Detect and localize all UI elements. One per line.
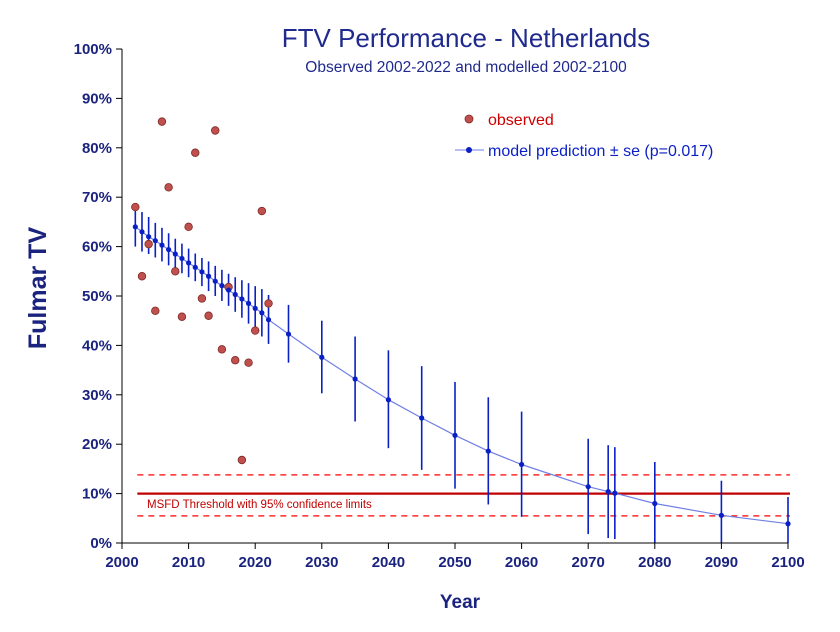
y-tick-label: 100% [74,41,112,58]
model-point [245,300,252,307]
model-point [232,291,238,298]
y-axis-label: Fulmar TV [24,227,52,350]
chart-subtitle: Observed 2002-2022 and modelled 2002-210… [305,59,627,76]
model-point [219,283,225,289]
model-curve [134,226,789,525]
observed-point [151,306,160,316]
legend: observed model prediction ± se (p=0.017) [455,112,713,160]
model-point [239,296,245,302]
model-point [612,490,618,496]
x-tick-label: 2050 [438,554,471,571]
chart-title: FTV Performance - Netherlands [282,23,650,53]
observed-point [131,202,140,212]
model-point [166,246,172,253]
observed-point [177,312,187,321]
x-tick-label: 2060 [505,554,538,571]
x-tick-labels: 2000 2010 2020 2030 2040 2050 2060 2070 2080 2090… [105,554,804,571]
x-axis-label: Year [440,592,481,613]
observed-point [137,272,147,281]
model-point [718,512,725,518]
model-point [265,317,272,323]
observed-point [164,183,173,192]
model-point [485,448,491,454]
y-tick-labels: 0% 10% 20% 30% 40% 50% 60% 70% 80% 90% 100% [74,41,112,552]
observed-point [184,222,193,232]
model-point [452,432,458,438]
model-point [212,278,218,284]
model-point [652,500,658,507]
model-point [186,260,192,266]
model-point [139,229,145,235]
observed-point [257,206,267,216]
x-tick-label: 2020 [239,554,272,571]
model-point [172,251,178,257]
observed-point [144,239,153,249]
observed-point [157,117,167,126]
model-point [199,269,205,275]
model-point [285,331,292,337]
y-tick-label: 70% [82,189,112,206]
model-point [132,224,138,230]
x-tick-label: 2010 [172,554,205,571]
observed-points [131,117,273,465]
model-point [152,238,158,244]
observed-point [231,356,240,365]
observed-point [191,148,200,157]
x-tick-label: 2000 [105,554,138,571]
y-tick-label: 40% [82,337,112,354]
model-point [519,461,525,468]
threshold-label: MSFD Threshold with 95% confidence limit… [147,499,372,511]
legend-observed-label: observed [488,112,554,129]
observed-point [211,126,220,135]
observed-point [171,267,180,276]
observed-point [204,311,213,320]
y-tick-label: 80% [82,140,112,157]
model-point [192,264,198,270]
y-tick-label: 60% [82,239,112,256]
model-point [319,354,325,360]
y-tick-label: 30% [82,387,112,404]
x-tick-label: 2090 [705,554,738,571]
model-curve-group [134,226,789,525]
legend-model-marker [466,147,472,153]
model-point [605,489,611,495]
axes [116,48,789,549]
model-point [146,234,152,240]
x-tick-label: 2100 [771,554,804,571]
y-tick-label: 10% [82,486,112,503]
observed-point [237,455,247,465]
model-point [585,484,591,490]
legend-model-label: model prediction ± se (p=0.017) [488,143,713,160]
threshold-group [137,474,790,517]
observed-point [217,345,227,354]
model-point [252,305,258,311]
observed-point [197,294,207,303]
model-point [419,415,425,421]
model-point [259,310,265,316]
legend-observed-marker [464,114,474,124]
model-point [205,273,212,279]
model-point [179,255,185,262]
model-point [352,376,358,382]
model-points [132,224,791,527]
x-tick-label: 2070 [572,554,605,571]
y-tick-label: 50% [82,288,112,305]
model-point [785,521,791,527]
observed-point [250,326,260,335]
y-tick-label: 20% [82,436,112,453]
y-tick-label: 90% [82,90,112,107]
model-point [225,287,232,293]
model-point [385,397,391,403]
observed-point [244,358,253,367]
x-tick-label: 2030 [305,554,338,571]
y-tick-label: 0% [90,535,112,552]
model-point [159,242,165,248]
observed-point [264,299,273,308]
x-tick-label: 2040 [372,554,405,571]
x-tick-label: 2080 [638,554,671,571]
